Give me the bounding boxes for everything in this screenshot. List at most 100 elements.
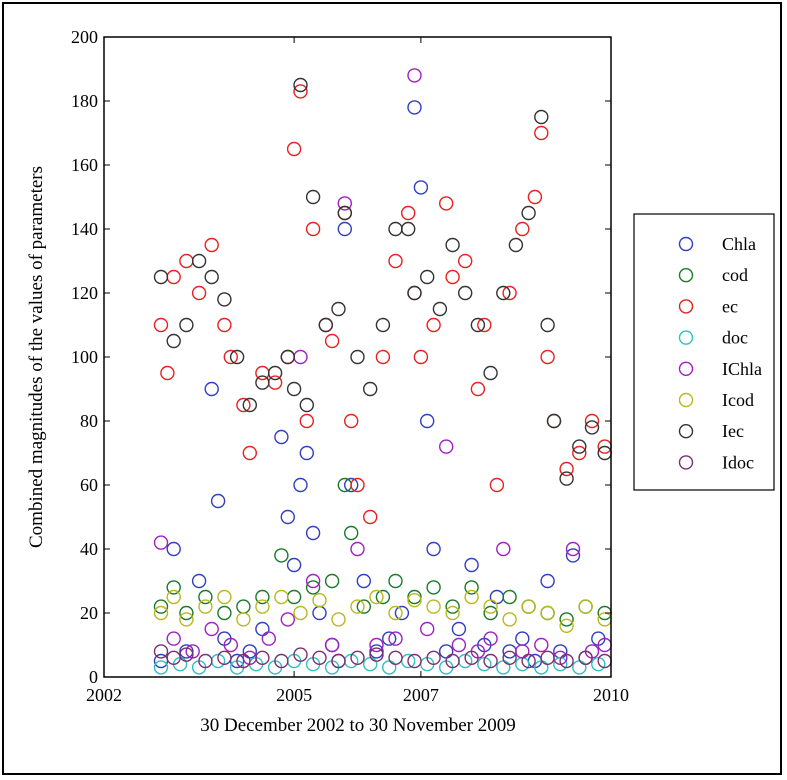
data-point [166,580,181,595]
data-point [166,589,181,605]
data-point [483,605,498,621]
data-point [274,653,289,669]
data-point [166,541,181,557]
data-point [483,653,498,669]
data-point [540,317,555,333]
data-point [445,605,460,621]
x-tick-label: 2002 [86,685,122,705]
data-point [382,631,397,646]
data-point [527,189,543,205]
y-tick-label: 20 [80,603,98,623]
data-point [331,301,346,317]
data-point [331,653,346,669]
data-point [426,317,441,333]
data-point [559,471,574,486]
data-point [407,68,422,83]
data-point [439,644,454,659]
data-point [445,653,460,669]
data-point [451,637,467,653]
data-point [540,605,555,621]
data-point [324,573,340,589]
data-point [413,349,429,365]
data-point [407,653,422,669]
data-point [502,589,517,605]
data-point [363,381,378,397]
data-point [534,109,549,125]
data-point [229,349,245,365]
data-point [496,660,511,675]
data-point [350,541,365,557]
data-point [375,317,391,333]
x-tick-label: 2005 [276,685,312,705]
data-point [502,650,517,665]
data-point [502,612,517,627]
data-point [369,637,384,653]
data-point [255,589,270,605]
data-point [489,477,505,493]
data-point [464,589,479,605]
data-point [407,593,422,608]
data-point [458,253,473,269]
data-point [572,439,587,454]
legend-label-iec: Iec [722,421,744,441]
data-point [464,557,479,573]
data-point [350,477,365,493]
data-point [356,599,371,614]
data-point [591,657,606,672]
y-tick-label: 200 [71,27,98,47]
data-point [286,557,302,573]
series-icod [153,589,612,633]
data-point [324,333,340,349]
data-point [426,650,441,665]
y-axis-label: Combined magnitudes of the values of par… [26,166,47,548]
data-point [198,599,213,614]
data-point [356,573,371,589]
legend-marker-ichla [678,361,694,376]
data-point [299,445,314,461]
data-point [179,317,194,333]
data-point [559,612,574,627]
data-point [223,637,239,653]
legend: Chla cod ec doc IChla Icod Iec Idoc [633,213,775,491]
data-point [534,125,549,141]
data-point [324,637,340,653]
data-point [153,599,169,614]
data-point [565,548,581,563]
data-point [464,650,479,665]
data-point [344,477,359,493]
data-point [204,381,219,397]
data-point [210,493,226,509]
data-point [280,349,295,365]
data-point [153,644,169,659]
data-point [312,593,327,608]
data-point [439,439,454,454]
data-point [540,349,555,365]
data-point [363,509,378,525]
data-point [483,631,498,646]
data-point [445,237,460,253]
series-ichla [153,68,612,665]
data-point [293,647,308,662]
data-point [470,381,486,397]
legend-marker-ec [678,299,694,314]
data-point [293,605,308,621]
y-tick-label: 180 [71,91,98,111]
data-point [407,589,422,605]
data-point [261,631,276,646]
data-point [540,650,555,665]
data-point [242,445,258,461]
data-point [350,599,365,614]
data-point [470,317,486,333]
data-point [420,269,435,285]
data-point [191,573,207,589]
data-point [515,644,530,659]
data-point [274,548,289,563]
x-axis-label: 30 December 2002 to 30 November 2009 [200,715,516,736]
data-point [179,605,194,621]
legend-label-ichla: IChla [722,359,762,379]
data-point [388,253,403,269]
data-point [584,420,600,435]
data-point [515,631,530,646]
legend-label-cod: cod [722,265,748,285]
data-point [394,605,410,621]
